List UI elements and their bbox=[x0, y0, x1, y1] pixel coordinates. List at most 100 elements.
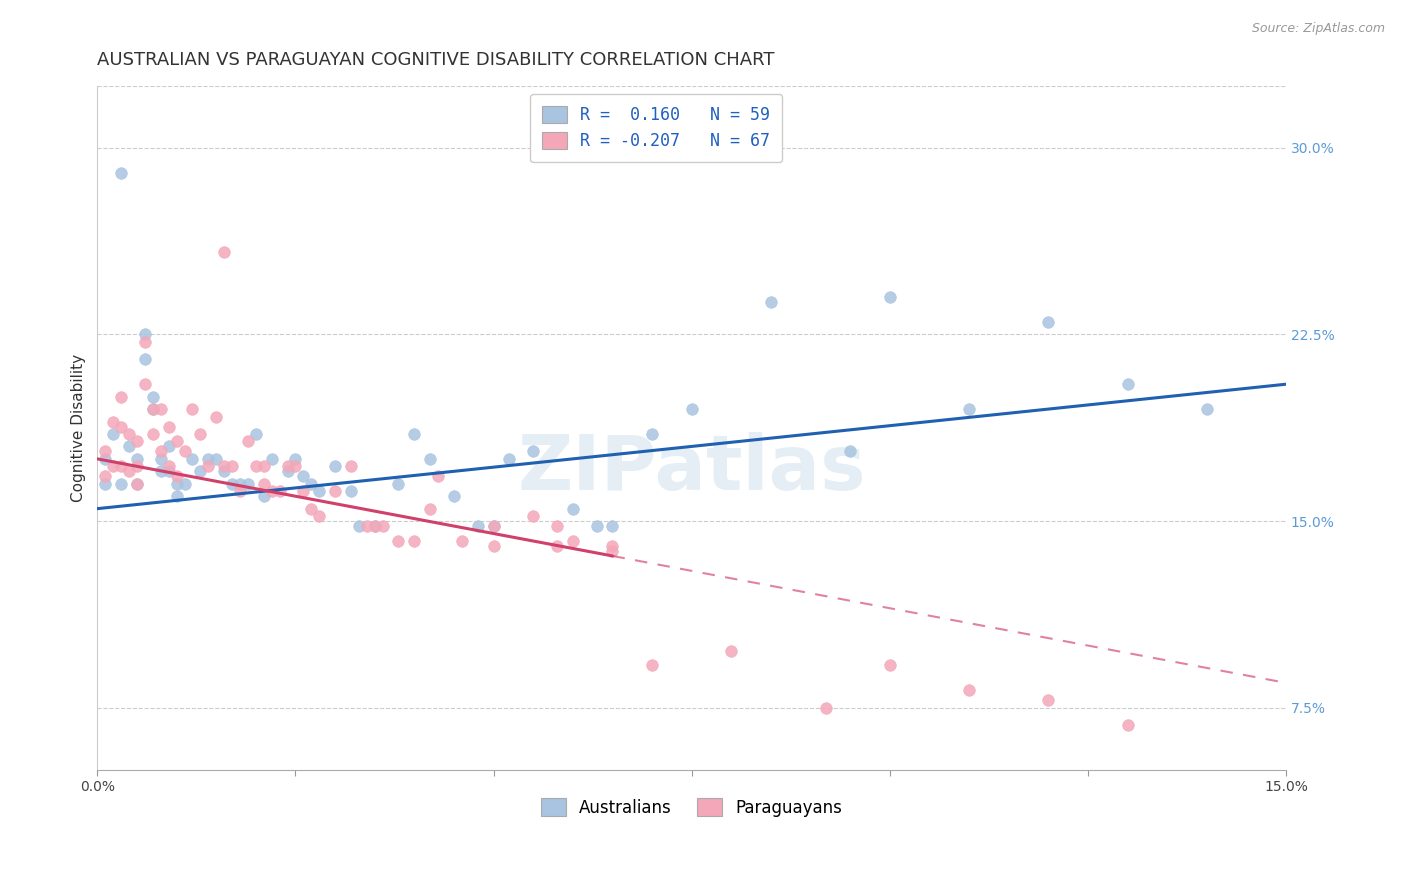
Y-axis label: Cognitive Disability: Cognitive Disability bbox=[72, 354, 86, 502]
Point bbox=[308, 509, 330, 524]
Point bbox=[879, 290, 901, 304]
Point bbox=[561, 501, 583, 516]
Point bbox=[166, 434, 188, 449]
Point bbox=[103, 415, 125, 429]
Point bbox=[142, 390, 165, 404]
Point bbox=[641, 658, 664, 673]
Point bbox=[229, 476, 252, 491]
Point bbox=[94, 476, 117, 491]
Point bbox=[134, 377, 156, 392]
Point bbox=[236, 434, 259, 449]
Point bbox=[125, 476, 148, 491]
Point bbox=[212, 464, 235, 478]
Point bbox=[522, 444, 544, 458]
Point bbox=[253, 476, 276, 491]
Point bbox=[299, 501, 322, 516]
Point bbox=[1116, 377, 1139, 392]
Point bbox=[681, 402, 703, 417]
Point bbox=[166, 469, 188, 483]
Point bbox=[149, 451, 172, 466]
Point bbox=[482, 519, 505, 533]
Point bbox=[292, 484, 315, 499]
Point bbox=[197, 459, 219, 474]
Point bbox=[205, 451, 228, 466]
Point bbox=[212, 459, 235, 474]
Point bbox=[118, 439, 141, 453]
Point bbox=[125, 434, 148, 449]
Point bbox=[387, 476, 409, 491]
Point bbox=[347, 519, 370, 533]
Point bbox=[269, 484, 291, 499]
Point bbox=[157, 464, 180, 478]
Point bbox=[157, 419, 180, 434]
Point bbox=[879, 658, 901, 673]
Point bbox=[205, 409, 228, 424]
Point bbox=[1038, 315, 1060, 329]
Point bbox=[371, 519, 394, 533]
Point bbox=[142, 427, 165, 442]
Text: Source: ZipAtlas.com: Source: ZipAtlas.com bbox=[1251, 22, 1385, 36]
Point bbox=[602, 519, 624, 533]
Point bbox=[149, 444, 172, 458]
Point bbox=[134, 352, 156, 367]
Point bbox=[118, 464, 141, 478]
Point bbox=[602, 544, 624, 558]
Point bbox=[720, 643, 742, 657]
Point bbox=[467, 519, 489, 533]
Point bbox=[253, 489, 276, 503]
Point bbox=[134, 327, 156, 342]
Point bbox=[110, 476, 132, 491]
Point bbox=[229, 484, 252, 499]
Point bbox=[118, 427, 141, 442]
Point bbox=[236, 476, 259, 491]
Point bbox=[149, 464, 172, 478]
Point bbox=[277, 459, 299, 474]
Point bbox=[221, 476, 243, 491]
Point bbox=[323, 459, 346, 474]
Point bbox=[253, 459, 276, 474]
Point bbox=[585, 519, 607, 533]
Point bbox=[404, 427, 426, 442]
Point bbox=[94, 451, 117, 466]
Point bbox=[323, 484, 346, 499]
Point bbox=[181, 402, 204, 417]
Point bbox=[166, 476, 188, 491]
Point bbox=[404, 534, 426, 549]
Point bbox=[173, 476, 195, 491]
Point bbox=[957, 402, 980, 417]
Point bbox=[94, 469, 117, 483]
Point bbox=[221, 459, 243, 474]
Point bbox=[125, 476, 148, 491]
Point bbox=[957, 683, 980, 698]
Point bbox=[561, 534, 583, 549]
Point bbox=[759, 295, 782, 310]
Point bbox=[181, 451, 204, 466]
Point bbox=[443, 489, 465, 503]
Point bbox=[197, 451, 219, 466]
Point bbox=[839, 444, 862, 458]
Point bbox=[260, 451, 283, 466]
Point bbox=[1116, 718, 1139, 732]
Point bbox=[451, 534, 474, 549]
Point bbox=[94, 444, 117, 458]
Point bbox=[134, 334, 156, 349]
Point bbox=[157, 439, 180, 453]
Point bbox=[427, 469, 450, 483]
Point bbox=[308, 484, 330, 499]
Point bbox=[103, 427, 125, 442]
Point bbox=[1038, 693, 1060, 707]
Point bbox=[125, 459, 148, 474]
Point bbox=[482, 539, 505, 553]
Point bbox=[546, 519, 568, 533]
Point bbox=[110, 419, 132, 434]
Point bbox=[387, 534, 409, 549]
Point bbox=[212, 245, 235, 260]
Point bbox=[284, 451, 307, 466]
Point bbox=[482, 519, 505, 533]
Point bbox=[166, 489, 188, 503]
Point bbox=[1195, 402, 1218, 417]
Point bbox=[815, 700, 838, 714]
Point bbox=[260, 484, 283, 499]
Point bbox=[142, 402, 165, 417]
Point bbox=[364, 519, 387, 533]
